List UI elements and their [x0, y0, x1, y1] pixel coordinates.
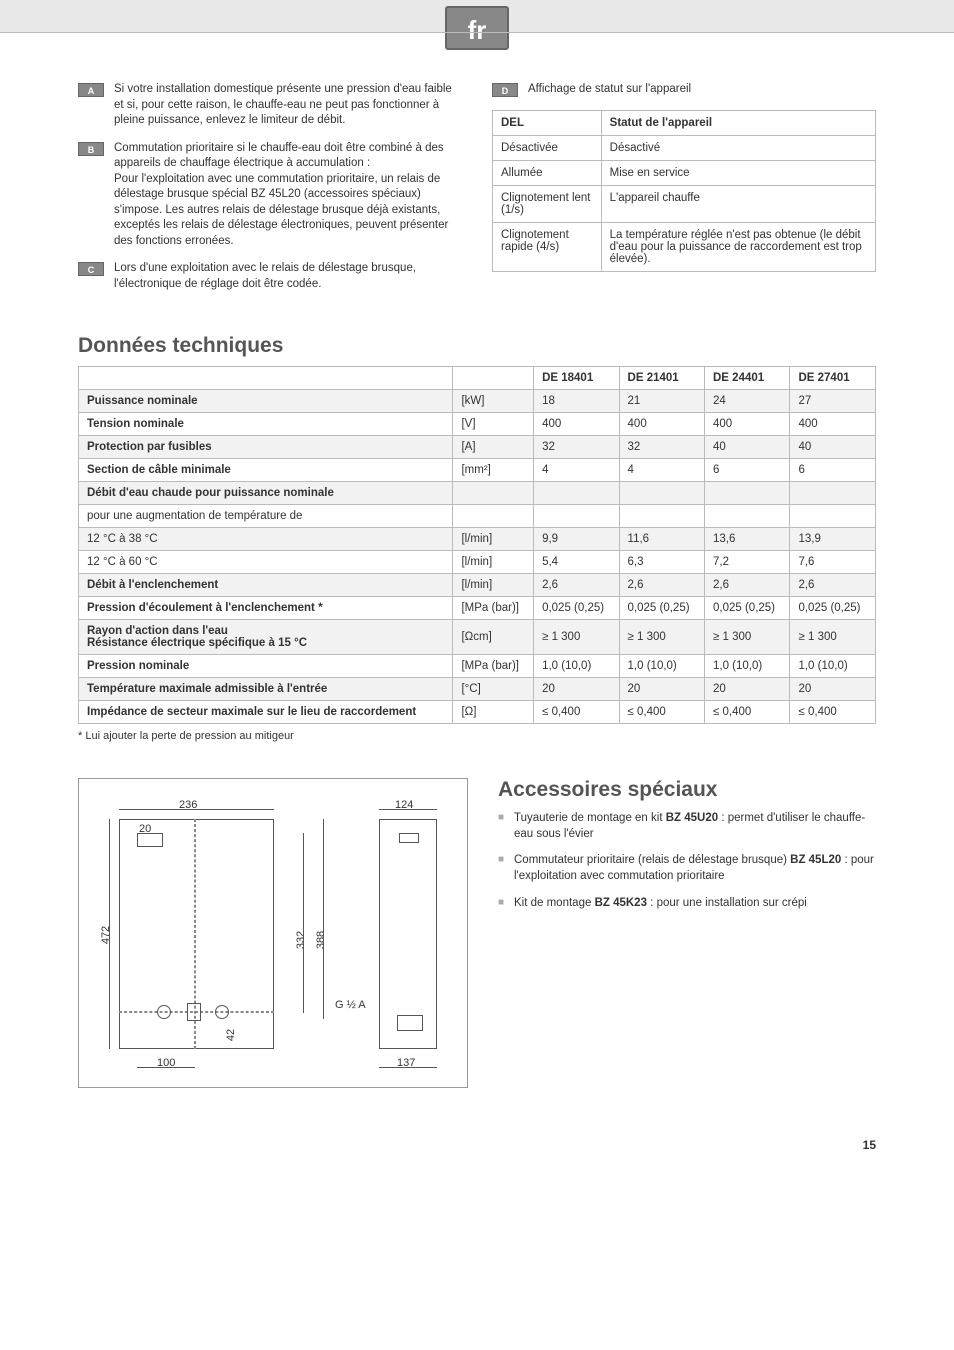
table-row: Pression d'écoulement à l'enclenchement … — [79, 597, 876, 620]
table-row: Puissance nominale[kW]18212427 — [79, 390, 876, 413]
note-letter-b: B — [78, 142, 104, 156]
note-text-b: Commutation prioritaire si le chauffe-ea… — [114, 141, 462, 250]
table-row: Clignotement rapide (4/s)La température … — [493, 222, 876, 271]
tech-heading: Données techniques — [78, 334, 876, 358]
table-row: Débit d'eau chaude pour puissance nomina… — [79, 482, 876, 505]
tech-footnote: * Lui ajouter la perte de pression au mi… — [78, 730, 876, 742]
dim-42: 42 — [225, 1029, 237, 1041]
dimension-diagram: 236 20 472 332 388 42 100 124 137 G ½ A — [78, 778, 468, 1088]
language-badge: fr — [445, 6, 509, 50]
table-row: AlluméeMise en service — [493, 160, 876, 185]
dim-388: 388 — [315, 931, 327, 949]
dim-472: 472 — [100, 926, 112, 944]
note-text-d: Affichage de statut sur l'appareil — [528, 82, 876, 98]
table-row: 12 °C à 38 °C[l/min]9,911,613,613,9 — [79, 528, 876, 551]
status-table-header: Statut de l'appareil — [601, 110, 875, 135]
list-item: Tuyauterie de montage en kit BZ 45U20 : … — [498, 810, 876, 842]
note-letter-c: C — [78, 262, 104, 276]
table-row: Température maximale admissible à l'entr… — [79, 678, 876, 701]
page-number: 15 — [0, 1138, 954, 1152]
table-row: Clignotement lent (1/s)L'appareil chauff… — [493, 185, 876, 222]
model-header: DE 18401 — [534, 367, 619, 390]
table-row: Pression nominale[MPa (bar)]1,0 (10,0)1,… — [79, 655, 876, 678]
technical-data-table: DE 18401DE 21401DE 24401DE 27401Puissanc… — [78, 366, 876, 724]
accessories-heading: Accessoires spéciaux — [498, 778, 876, 802]
table-row: Impédance de secteur maximale sur le lie… — [79, 701, 876, 724]
dim-20: 20 — [139, 823, 151, 835]
dim-g12a: G ½ A — [335, 999, 366, 1011]
model-header: DE 24401 — [705, 367, 790, 390]
note-d: D Affichage de statut sur l'appareil — [492, 82, 876, 98]
table-row: Rayon d'action dans l'eau Résistance éle… — [79, 620, 876, 655]
note-text-c: Lors d'une exploitation avec le relais d… — [114, 261, 462, 292]
note-a: A Si votre installation domestique prése… — [78, 82, 462, 129]
model-header: DE 21401 — [619, 367, 704, 390]
list-item: Kit de montage BZ 45K23 : pour une insta… — [498, 895, 876, 911]
table-row: Section de câble minimale[mm²]4466 — [79, 459, 876, 482]
table-row: Débit à l'enclenchement[l/min]2,62,62,62… — [79, 574, 876, 597]
note-c: C Lors d'une exploitation avec le relais… — [78, 261, 462, 292]
table-row: Protection par fusibles[A]32324040 — [79, 436, 876, 459]
note-b: B Commutation prioritaire si le chauffe-… — [78, 141, 462, 250]
note-letter-d: D — [492, 83, 518, 97]
status-table-header: DEL — [493, 110, 602, 135]
note-text-a: Si votre installation domestique présent… — [114, 82, 462, 129]
dim-332: 332 — [295, 931, 307, 949]
status-table: DELStatut de l'appareilDésactivéeDésacti… — [492, 110, 876, 272]
list-item: Commutateur prioritaire (relais de déles… — [498, 852, 876, 884]
table-row: Tension nominale[V]400400400400 — [79, 413, 876, 436]
table-row: pour une augmentation de température de — [79, 505, 876, 528]
accessories-list: Tuyauterie de montage en kit BZ 45U20 : … — [498, 810, 876, 910]
table-row: 12 °C à 60 °C[l/min]5,46,37,27,6 — [79, 551, 876, 574]
model-header: DE 27401 — [790, 367, 876, 390]
table-row: DésactivéeDésactivé — [493, 135, 876, 160]
note-letter-a: A — [78, 83, 104, 97]
